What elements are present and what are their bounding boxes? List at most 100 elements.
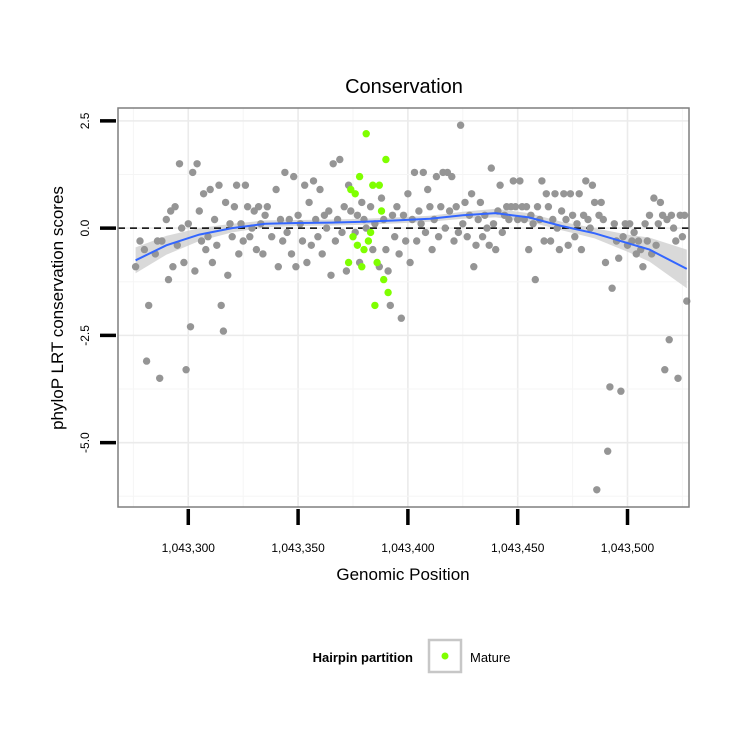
data-point [645, 211, 654, 219]
grid [118, 108, 689, 507]
data-point [279, 237, 287, 245]
data-point [542, 190, 550, 198]
y-tick-label: 0.0 [78, 219, 92, 236]
data-point [303, 258, 311, 267]
x-tick-label: 1,043,500 [601, 541, 655, 555]
data-point [582, 177, 590, 185]
data-point [254, 203, 263, 211]
x-tick-label: 1,043,300 [162, 541, 216, 555]
data-point [210, 215, 219, 224]
data-point [145, 301, 153, 310]
data-point [131, 263, 140, 271]
data-point [476, 198, 485, 207]
data-point [417, 220, 425, 228]
data-point [540, 237, 548, 245]
data-point [318, 250, 326, 258]
data-point [156, 374, 164, 382]
data-point [285, 215, 293, 224]
data-point [206, 185, 214, 194]
data-point [239, 237, 247, 245]
data-point [549, 215, 557, 224]
data-point [456, 121, 465, 129]
data-point [509, 177, 517, 185]
data-point [142, 357, 151, 365]
data-point [639, 263, 647, 271]
data-point [441, 224, 449, 232]
y-tick-label: 2.5 [78, 112, 92, 129]
data-point [195, 207, 203, 215]
data-point [342, 267, 351, 275]
data-point [202, 245, 210, 254]
smooth-fit-line [135, 212, 688, 270]
data-point [237, 220, 245, 228]
data-point [562, 215, 570, 224]
data-point [215, 181, 223, 189]
axis-ticks: 1,043,300 1,043,350 1,043,400 1,043,450 1,04… [78, 112, 655, 555]
data-point [208, 258, 217, 267]
data-point-mature [344, 258, 353, 267]
data-point [243, 203, 252, 211]
data-point [397, 314, 405, 322]
data-point [643, 237, 651, 245]
legend-label-mature: Mature [470, 650, 510, 665]
data-point [672, 237, 680, 245]
data-point [281, 168, 289, 177]
data-point [577, 245, 586, 254]
data-point [454, 228, 463, 237]
data-point [470, 263, 478, 271]
data-point [316, 185, 324, 194]
data-point [213, 241, 221, 249]
data-point [680, 211, 689, 219]
data-point [386, 301, 394, 310]
data-point [340, 203, 348, 211]
data-point-mature [360, 245, 368, 254]
data-point [599, 215, 607, 224]
data-point [445, 207, 454, 215]
data-point [531, 275, 539, 284]
data-point-mature [364, 237, 373, 245]
data-point [388, 211, 397, 219]
data-point [232, 181, 241, 189]
data-point [669, 224, 678, 232]
data-point [483, 224, 491, 232]
data-point [164, 275, 173, 284]
data-point [452, 203, 460, 211]
data-point [656, 198, 665, 207]
data-point [404, 190, 412, 198]
data-point [325, 207, 333, 215]
data-point [193, 160, 201, 168]
data-point-mature [382, 155, 390, 164]
data-point [314, 233, 322, 241]
data-point [437, 203, 445, 211]
data-point [391, 233, 399, 241]
data-point [492, 245, 500, 254]
data-point [228, 233, 236, 241]
data-point [590, 198, 599, 207]
data-point [575, 190, 583, 198]
data-point [189, 168, 197, 177]
data-point [224, 271, 232, 279]
data-point [485, 241, 493, 249]
data-point [461, 198, 469, 207]
data-point [327, 271, 335, 279]
data-point-mature [371, 301, 379, 310]
data-point [551, 190, 559, 198]
data-point [162, 215, 170, 224]
data-point [175, 160, 184, 168]
data-point [424, 185, 432, 194]
data-point [393, 203, 401, 211]
points [131, 121, 691, 494]
data-point [173, 241, 181, 249]
data-point [544, 203, 553, 211]
data-point-mature [355, 172, 364, 181]
data-point [305, 198, 313, 207]
data-point [615, 254, 623, 262]
plot-panel-border [117, 107, 690, 508]
data-point [180, 258, 188, 267]
data-point [489, 220, 498, 228]
data-point [630, 228, 638, 237]
data-point [301, 181, 309, 189]
data-point [678, 233, 687, 241]
data-point [333, 215, 342, 224]
smooth-line [135, 212, 688, 270]
